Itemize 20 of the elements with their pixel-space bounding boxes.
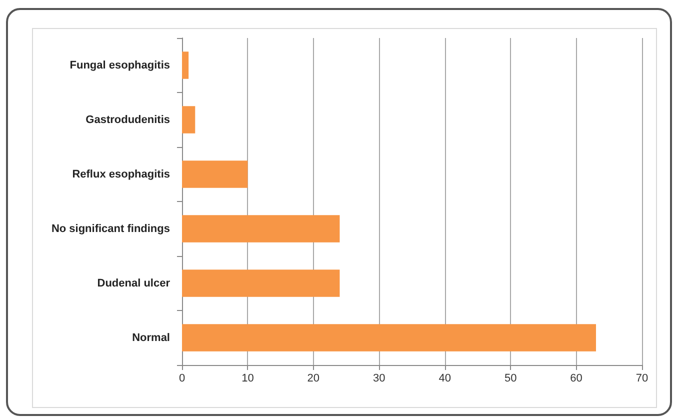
x-tick-label: 60 [570, 372, 582, 384]
bar [182, 106, 196, 134]
y-tick-label: Fungal esophagitis [70, 59, 170, 72]
x-tick-label: 30 [373, 372, 386, 384]
x-tick-label: 70 [636, 372, 648, 384]
x-tick-label: 50 [504, 372, 517, 384]
y-tick-label: Gastrodudenitis [86, 114, 170, 126]
y-tick-label: Normal [132, 332, 170, 344]
bar [182, 324, 596, 352]
x-tick-label: 40 [438, 372, 451, 384]
x-tick-label: 20 [307, 372, 320, 384]
bar [182, 270, 340, 297]
y-tick-label: No significant findings [51, 222, 170, 235]
y-tick-label: Reflux esophagitis [72, 168, 170, 180]
bar [182, 215, 340, 242]
bar [182, 52, 189, 79]
x-tick-label: 0 [178, 372, 186, 384]
y-tick-label: Dudenal ulcer [97, 277, 171, 290]
x-tick-label: 10 [242, 372, 254, 384]
bar [182, 160, 248, 188]
